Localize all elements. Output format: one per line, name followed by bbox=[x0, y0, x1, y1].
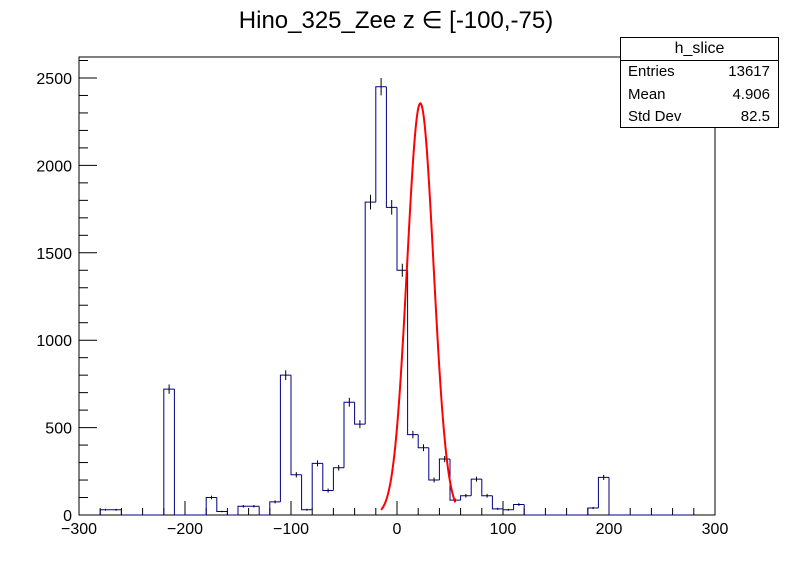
histogram-bin bbox=[343, 401, 355, 468]
y-tick-label: 0 bbox=[63, 508, 72, 525]
histogram-bin bbox=[269, 501, 281, 515]
stats-label: Entries bbox=[628, 63, 675, 80]
histogram-bin bbox=[428, 447, 440, 481]
histogram-bin bbox=[120, 509, 132, 516]
histogram-bin bbox=[226, 511, 238, 516]
histogram-bin bbox=[449, 459, 461, 501]
gaussian-fit-series bbox=[380, 102, 457, 511]
histogram-bin bbox=[311, 462, 323, 510]
histogram-bin bbox=[364, 201, 376, 425]
histogram-bin bbox=[523, 504, 535, 516]
histogram-bin bbox=[608, 477, 620, 516]
stats-label: Std Dev bbox=[628, 108, 682, 125]
stats-label: Mean bbox=[628, 85, 666, 103]
y-tick-label: 500 bbox=[45, 421, 72, 438]
histogram-bin bbox=[385, 86, 397, 208]
histogram-bin bbox=[502, 508, 514, 511]
y-tick-label: 2000 bbox=[36, 158, 72, 175]
x-tick-label: −200 bbox=[167, 521, 203, 538]
stats-row-mean: Mean 4.906 bbox=[621, 84, 778, 107]
histogram-bin bbox=[258, 506, 270, 516]
histogram-bin bbox=[279, 374, 291, 502]
x-axis: −300 −200 −100 0 100 200 300 bbox=[61, 501, 728, 538]
histogram-series bbox=[99, 86, 694, 516]
stats-row-stddev: Std Dev 82.5 bbox=[621, 106, 778, 129]
histogram-bin bbox=[216, 497, 228, 513]
histogram-bin bbox=[481, 479, 493, 497]
stats-value: 82.5 bbox=[740, 108, 770, 125]
histogram-bin bbox=[407, 270, 419, 436]
stats-title: h_slice bbox=[621, 38, 778, 61]
histogram-bin bbox=[396, 207, 408, 271]
histogram-bin bbox=[99, 509, 111, 515]
histogram-bin bbox=[354, 402, 366, 425]
y-tick-label: 2500 bbox=[36, 71, 72, 88]
histogram-bin bbox=[290, 375, 302, 476]
y-axis: 0 500 1000 1500 2000 2500 bbox=[36, 59, 97, 525]
y-tick-label: 1000 bbox=[36, 333, 72, 350]
histogram-bin bbox=[417, 434, 429, 449]
x-tick-label: −300 bbox=[61, 521, 97, 538]
x-tick-label: 100 bbox=[490, 521, 517, 538]
histogram-bin bbox=[301, 474, 313, 511]
y-tick-label: 1500 bbox=[36, 246, 72, 263]
histogram-bin bbox=[513, 504, 525, 510]
stats-box: h_slice Entries 13617 Mean 4.906 Std Dev… bbox=[620, 37, 779, 128]
histogram-bin bbox=[322, 463, 334, 492]
x-tick-label: 200 bbox=[596, 521, 623, 538]
histogram-bin bbox=[460, 495, 472, 501]
x-tick-label: 300 bbox=[702, 521, 729, 538]
histogram-bin bbox=[587, 507, 599, 515]
stats-value: 13617 bbox=[728, 63, 770, 80]
stats-row-entries: Entries 13617 bbox=[621, 61, 778, 84]
histogram-bin bbox=[470, 478, 482, 496]
histogram-bin bbox=[237, 505, 249, 515]
histogram-bin bbox=[163, 388, 175, 515]
error-bars bbox=[105, 78, 605, 513]
histogram-bin bbox=[491, 495, 503, 510]
histogram-bin bbox=[332, 467, 344, 491]
stats-value: 4.906 bbox=[732, 85, 770, 103]
x-tick-label: 0 bbox=[393, 521, 402, 538]
x-tick-label: −100 bbox=[273, 521, 309, 538]
chart-title: Hino_325_Zee z ∈ [-100,-75) bbox=[239, 7, 553, 34]
histogram-bin bbox=[173, 389, 185, 516]
fit-curve bbox=[380, 102, 457, 511]
histogram-bin bbox=[597, 476, 609, 509]
histogram-bin bbox=[375, 86, 387, 203]
histogram-bin bbox=[205, 497, 217, 515]
